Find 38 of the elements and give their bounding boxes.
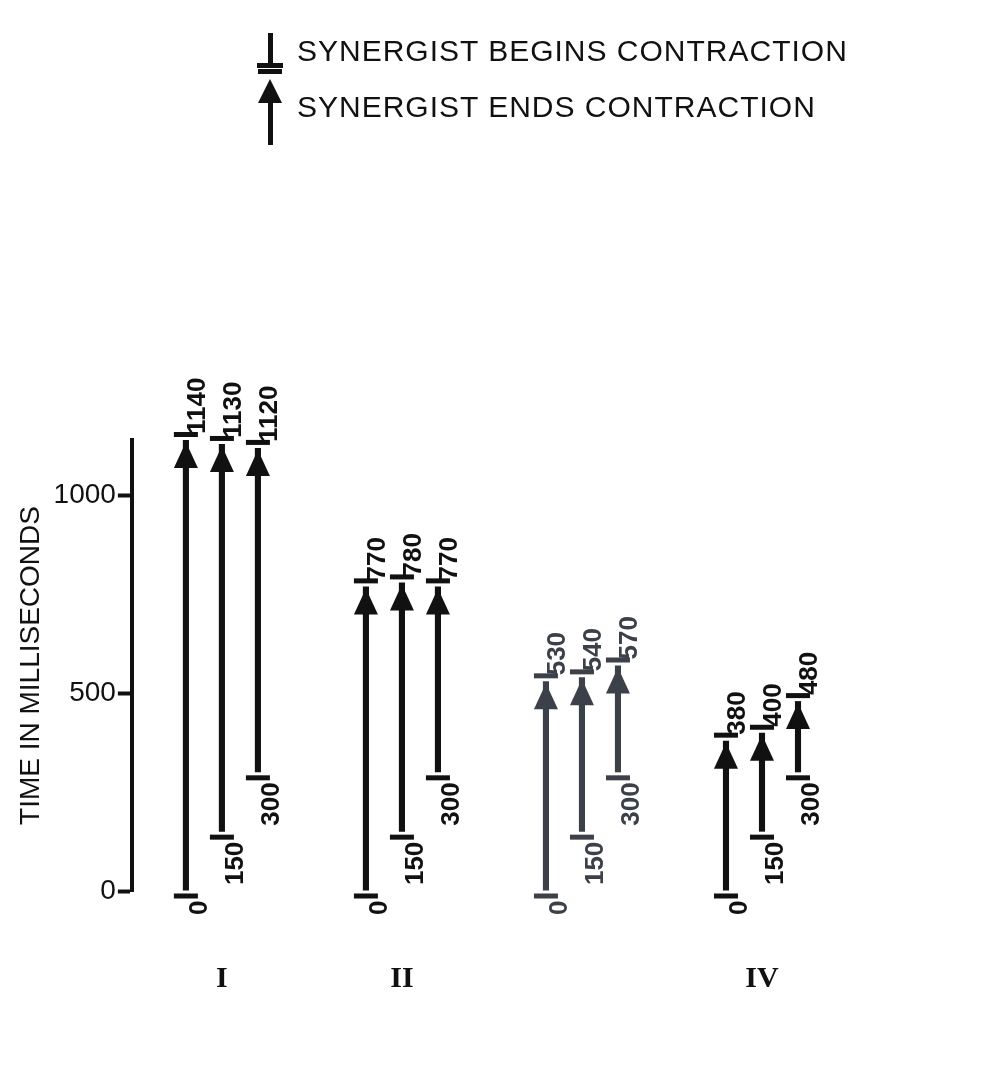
text: 0 [723, 900, 754, 915]
annotation: 300 [435, 782, 466, 826]
annotation: 530 [541, 631, 572, 676]
text: SYNERGIST BEGINS CONTRACTION [297, 34, 848, 68]
y-tick-label: 0 [100, 873, 116, 905]
annotation: 300 [795, 782, 826, 826]
x-tick-label: I [216, 959, 228, 993]
annotation: 300 [255, 782, 286, 826]
annotation: 400 [757, 683, 788, 727]
y-tick-label: 500 [69, 675, 116, 707]
text: 0 [363, 900, 394, 915]
x-tick-label: II [390, 959, 414, 993]
annotation: 1120 [253, 385, 284, 442]
annotation: 780 [397, 533, 428, 577]
annotation: 570 [613, 616, 644, 660]
annotation: 150 [579, 841, 610, 886]
annotation: 300 [615, 782, 646, 826]
annotation: 380 [721, 691, 752, 735]
bar [398, 582, 405, 832]
text: 0 [183, 900, 214, 915]
bar [182, 440, 189, 891]
bar [218, 443, 225, 832]
annotation: 150 [399, 841, 430, 886]
annotation: 540 [577, 627, 608, 672]
annotation: 770 [361, 536, 392, 581]
y-axis-title: TIME IN MILLISECONDS [13, 506, 45, 825]
annotation: 770 [433, 536, 464, 581]
text: 1130 [217, 381, 248, 438]
y-tick-label: 1000 [53, 478, 116, 510]
x-tick-label: IV [745, 959, 779, 993]
text: SYNERGIST ENDS CONTRACTION [297, 90, 816, 124]
bar [254, 447, 261, 773]
text: 1140 [181, 377, 212, 434]
annotation: 150 [219, 841, 250, 886]
annotation: 480 [793, 651, 824, 696]
text: 0 [543, 900, 574, 915]
annotation: 150 [759, 841, 790, 886]
bar [362, 586, 369, 891]
